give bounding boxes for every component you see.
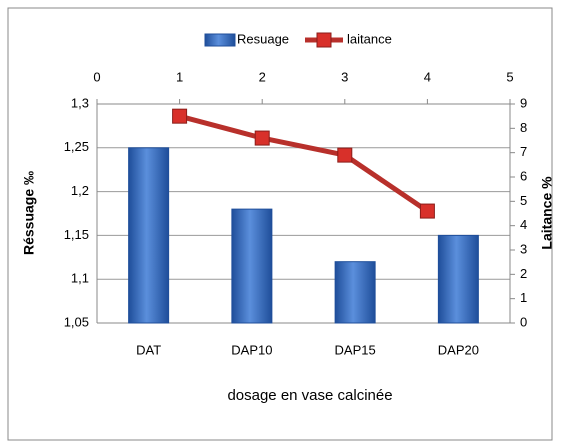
legend-swatch <box>204 33 236 47</box>
y-tick-label: 1,3 <box>71 95 89 110</box>
y2-tick-label: 0 <box>520 314 527 329</box>
bar <box>437 234 479 324</box>
legend-swatch <box>316 32 332 48</box>
bar <box>128 147 170 324</box>
y-tick-label: 1,05 <box>64 314 89 329</box>
bar <box>334 261 376 324</box>
y2-tick-label: 3 <box>520 241 527 256</box>
x2-tick-label: 2 <box>259 69 266 84</box>
y2-tick-label: 1 <box>520 290 527 305</box>
line-marker <box>337 147 353 163</box>
y2-tick-label: 5 <box>520 193 527 208</box>
x2-tick-label: 0 <box>93 69 100 84</box>
y2-tick-label: 4 <box>520 217 527 232</box>
legend-label: Resuage <box>237 31 289 46</box>
y2-tick-label: 6 <box>520 168 527 183</box>
y-tick-label: 1,15 <box>64 227 89 242</box>
chart-frame <box>7 7 553 441</box>
y-tick-label: 1,1 <box>71 271 89 286</box>
x2-tick-label: 5 <box>506 69 513 84</box>
x-axis-title: dosage en vase calcinée <box>227 387 392 404</box>
y2-tick-label: 2 <box>520 266 527 281</box>
line-series <box>178 113 429 214</box>
x-tick-label: DAP15 <box>335 342 376 357</box>
x-tick-label: DAP20 <box>438 342 479 357</box>
y2-tick-label: 8 <box>520 120 527 135</box>
x-tick-label: DAP10 <box>231 342 272 357</box>
y-tick-label: 1,25 <box>64 139 89 154</box>
bar <box>231 208 273 324</box>
line-marker <box>254 130 270 146</box>
legend-label: laitance <box>347 31 392 46</box>
y2-tick-label: 7 <box>520 144 527 159</box>
x-tick-label: DAT <box>136 342 161 357</box>
x2-tick-label: 3 <box>341 69 348 84</box>
x2-tick-label: 4 <box>424 69 431 84</box>
y-tick-label: 1,2 <box>71 183 89 198</box>
line-marker <box>419 203 435 219</box>
line-marker <box>172 108 188 124</box>
y2-tick-label: 9 <box>520 95 527 110</box>
y2-axis-title: Laitance % <box>539 176 555 250</box>
x2-tick-label: 1 <box>176 69 183 84</box>
y-axis-title: Réssuage ‰ <box>21 171 37 255</box>
